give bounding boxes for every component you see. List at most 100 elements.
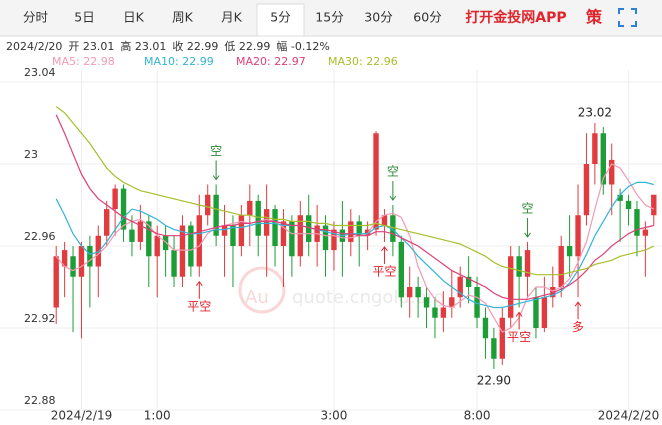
tab-label: 周K	[172, 10, 194, 25]
candle	[634, 200, 640, 257]
legend-entry: MA5: 22.98	[52, 55, 115, 68]
candle	[188, 221, 194, 277]
candle	[120, 184, 127, 242]
watermark-url: quote.cngold.org	[292, 287, 445, 308]
candle-body	[592, 133, 598, 164]
candle	[272, 205, 278, 267]
candle-body	[297, 215, 303, 257]
candle-body	[247, 200, 253, 216]
tab[interactable]: 60分	[413, 10, 441, 25]
candle-body	[583, 164, 590, 216]
candle	[440, 291, 447, 333]
candle	[592, 123, 598, 185]
candle-body	[642, 229, 649, 236]
candle-body	[238, 215, 245, 246]
candle-body	[575, 215, 581, 257]
candle-body	[137, 221, 144, 242]
candle	[87, 235, 93, 308]
x-tick-label: 1:00	[144, 409, 171, 423]
tab[interactable]: 15分	[315, 10, 343, 25]
candle	[53, 246, 59, 324]
x-tick-label: 2024/2/20	[598, 409, 660, 423]
signal-label: 空	[522, 201, 534, 215]
tab[interactable]: 周K	[172, 10, 194, 25]
tab-selected-bg	[256, 3, 305, 37]
candle-body	[516, 256, 522, 277]
candle	[179, 215, 186, 287]
candle-body	[533, 297, 539, 328]
signal-label: 空	[387, 165, 399, 179]
tab[interactable]: 日K	[123, 10, 145, 25]
candle	[508, 246, 514, 328]
candle	[205, 184, 211, 226]
watermark-logo	[238, 266, 286, 314]
legend-entry: MA30: 22.96	[328, 55, 398, 68]
candle-body	[634, 209, 640, 236]
candle-body	[508, 256, 514, 318]
tab[interactable]: 30分	[364, 10, 392, 25]
plot: 22.88 22.92 22.96 23 23.04 2024/2/19 1:00 3:00 8…	[0, 66, 662, 423]
candle	[339, 200, 346, 277]
trade-signal: 多	[572, 301, 584, 334]
candle-body	[230, 225, 236, 246]
tab[interactable]: 5日	[74, 10, 94, 25]
candle-body	[491, 338, 497, 359]
candle-body	[263, 209, 270, 236]
info-item: 低 22.99	[224, 40, 270, 53]
candle	[280, 209, 287, 287]
candle-body	[87, 246, 93, 267]
candle-body	[465, 276, 472, 287]
candle	[617, 188, 623, 242]
candle	[348, 209, 354, 257]
candle-body	[61, 250, 68, 267]
trade-signal: 平空	[507, 311, 531, 344]
tab[interactable]: 月K	[221, 10, 243, 25]
candle-body	[179, 225, 186, 277]
tab-bar	[0, 0, 662, 36]
candle-body	[112, 188, 118, 210]
fullscreen-button[interactable]	[618, 8, 637, 27]
y-tick-label: 22.96	[24, 230, 56, 243]
tab[interactable]: 分时	[23, 10, 49, 25]
candle-body	[440, 307, 447, 318]
candle-body	[78, 246, 85, 277]
signal-label: 平空	[507, 330, 531, 344]
candle	[356, 215, 362, 267]
high-label: 23.02	[578, 106, 612, 120]
x-tick-label: 8:00	[464, 409, 491, 423]
candle	[146, 215, 152, 287]
candle-body	[70, 256, 76, 277]
candle-body	[348, 221, 354, 242]
candle	[474, 276, 480, 328]
candle	[61, 241, 68, 298]
candle	[154, 225, 160, 298]
candle-body	[550, 287, 556, 298]
watermark: Au quote.cngold.org	[238, 266, 445, 314]
candle-body	[625, 200, 632, 210]
candle-body	[331, 229, 337, 251]
candle-body	[289, 221, 295, 257]
candle	[196, 194, 202, 277]
candle	[373, 131, 379, 236]
candle	[137, 205, 144, 251]
legend: MA5: 22.98 MA10: 22.99 MA20: 22.97 MA30: 22…	[52, 55, 398, 68]
signal-label: 平空	[187, 299, 211, 313]
candle-body	[120, 188, 127, 230]
tab[interactable]: 5分	[256, 3, 305, 37]
candle	[104, 200, 110, 246]
app-link[interactable]: 打开金投网APP	[465, 9, 566, 26]
legend-entry: MA20: 22.97	[236, 55, 306, 68]
tab-label: 月K	[221, 10, 243, 25]
candle-body	[53, 256, 59, 308]
strategy-button[interactable]: 策	[585, 8, 603, 27]
candle-body	[221, 225, 228, 236]
y-tick-label: 23.04	[24, 66, 56, 79]
tab-label: 5日	[74, 10, 94, 25]
candle-body	[449, 297, 455, 308]
candle	[625, 194, 632, 226]
signal-arrow-head	[515, 311, 523, 317]
candle	[583, 133, 590, 226]
candle	[423, 287, 430, 328]
candle	[221, 205, 228, 277]
signal-label: 平空	[372, 264, 396, 278]
